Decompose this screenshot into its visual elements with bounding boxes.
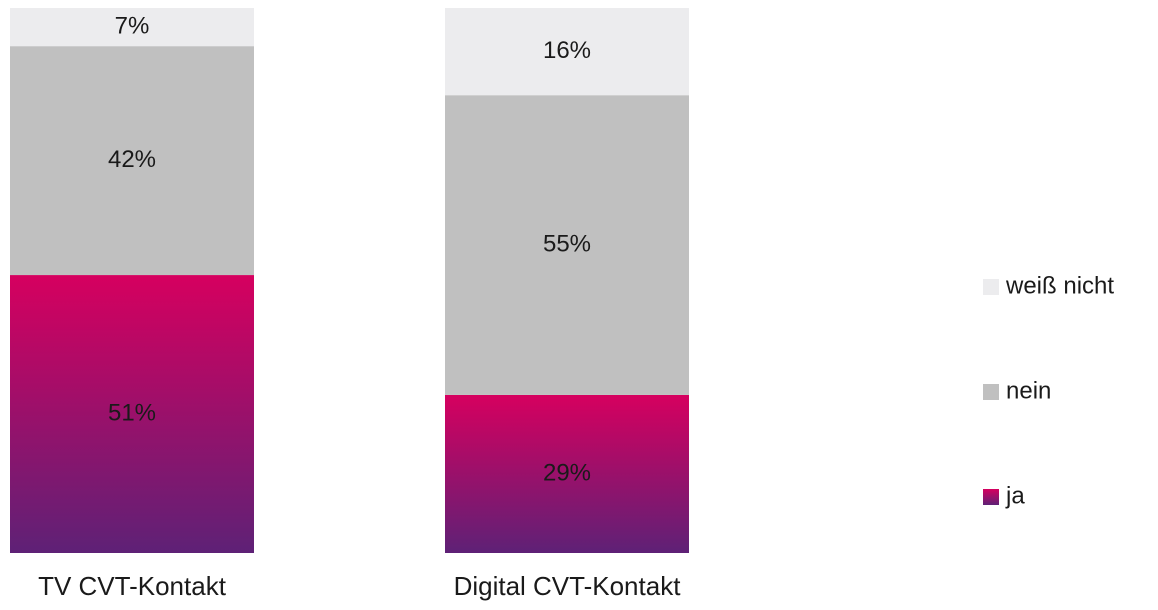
data-label: 7% (115, 12, 150, 39)
legend-label: nein (1006, 377, 1051, 404)
legend-swatch (983, 489, 999, 505)
data-label: 16% (543, 37, 591, 64)
x-tick-label: TV CVT-Kontakt (38, 571, 227, 601)
bar-segment (445, 8, 689, 96)
data-label: 55% (543, 230, 591, 257)
legend-label: weiß nicht (1005, 272, 1114, 299)
bar-segment (445, 394, 689, 553)
data-label: 29% (543, 459, 591, 486)
legend-swatch (983, 384, 999, 400)
bar-segment (10, 8, 254, 47)
x-tick-label: Digital CVT-Kontakt (454, 571, 682, 601)
legend-swatch (983, 279, 999, 295)
bar-segment (10, 46, 254, 276)
legend-label: ja (1005, 482, 1025, 509)
data-label: 42% (108, 146, 156, 173)
bar-segment (10, 275, 254, 553)
bar-segment (445, 95, 689, 395)
data-label: 51% (108, 399, 156, 426)
